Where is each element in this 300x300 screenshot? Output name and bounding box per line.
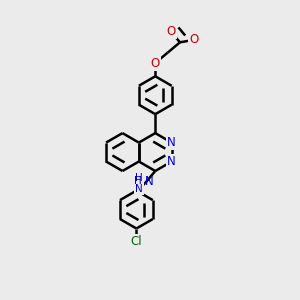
Text: N: N (167, 155, 176, 168)
Text: O: O (151, 56, 160, 70)
Text: O: O (189, 33, 199, 46)
Text: N: N (144, 175, 153, 188)
Text: H
N: H N (135, 172, 143, 194)
Text: Cl: Cl (130, 235, 142, 248)
Text: O: O (166, 25, 176, 38)
Text: N: N (167, 136, 176, 149)
Text: H: H (134, 176, 142, 186)
